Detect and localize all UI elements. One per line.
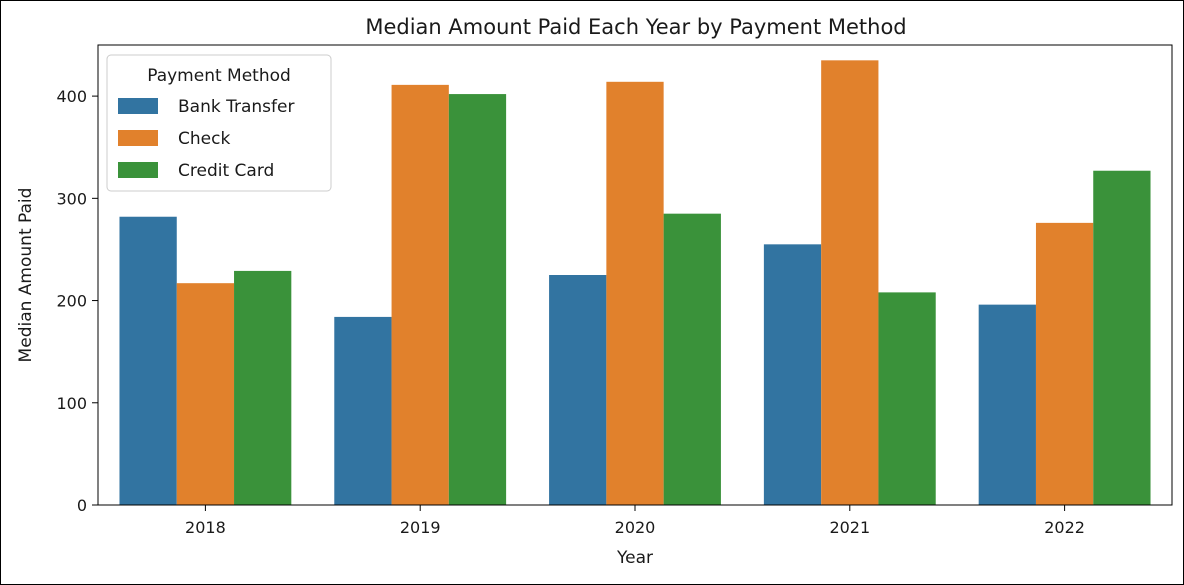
- chart-title: Median Amount Paid Each Year by Payment …: [365, 15, 906, 39]
- bar-check-2018: [176, 283, 235, 505]
- y-tick-label: 100: [56, 394, 87, 413]
- legend-label-credit-card: Credit Card: [178, 161, 274, 181]
- legend-title: Payment Method: [147, 66, 291, 86]
- legend-box: [106, 54, 332, 192]
- legend: Payment Method Bank Transfer Check Credit …: [106, 54, 332, 192]
- bars-group: [119, 60, 1151, 506]
- y-axis-label: Median Amount Paid: [16, 188, 36, 363]
- bar-check-2022: [1035, 222, 1094, 505]
- bar-credit-card-2020: [663, 213, 721, 506]
- bar-credit-card-2019: [448, 94, 507, 505]
- y-tick-label: 200: [56, 292, 87, 311]
- x-tick-label: 2018: [185, 518, 226, 537]
- x-tick-label: 2020: [615, 518, 656, 537]
- x-tick-label: 2019: [400, 518, 441, 537]
- legend-swatch-check: [118, 130, 158, 146]
- x-tick-label: 2022: [1044, 518, 1085, 537]
- legend-swatch-credit-card: [118, 162, 158, 178]
- bar-bank-transfer-2020: [549, 275, 607, 505]
- legend-label-check: Check: [178, 129, 230, 149]
- bar-check-2020: [606, 81, 664, 506]
- bar-check-2019: [391, 84, 449, 506]
- bar-credit-card-2018: [234, 270, 292, 505]
- bar-bank-transfer-2018: [119, 216, 177, 506]
- x-axis-label: Year: [616, 548, 653, 568]
- y-tick-label: 0: [77, 496, 87, 515]
- x-tick-label: 2021: [829, 518, 870, 537]
- y-tick-label: 400: [56, 87, 87, 106]
- bar-bank-transfer-2022: [978, 304, 1036, 505]
- bar-bank-transfer-2021: [763, 244, 822, 505]
- bar-check-2021: [821, 60, 879, 505]
- x-axis: 2018 2019 2020 2021 2022: [185, 505, 1085, 537]
- y-axis: 0 100 200 300 400: [56, 87, 98, 515]
- bar-bank-transfer-2019: [334, 316, 392, 505]
- bar-credit-card-2021: [878, 292, 936, 505]
- legend-swatch-bank-transfer: [118, 98, 158, 114]
- bar-credit-card-2022: [1093, 170, 1151, 506]
- legend-label-bank-transfer: Bank Transfer: [178, 97, 294, 117]
- y-tick-label: 300: [56, 189, 87, 208]
